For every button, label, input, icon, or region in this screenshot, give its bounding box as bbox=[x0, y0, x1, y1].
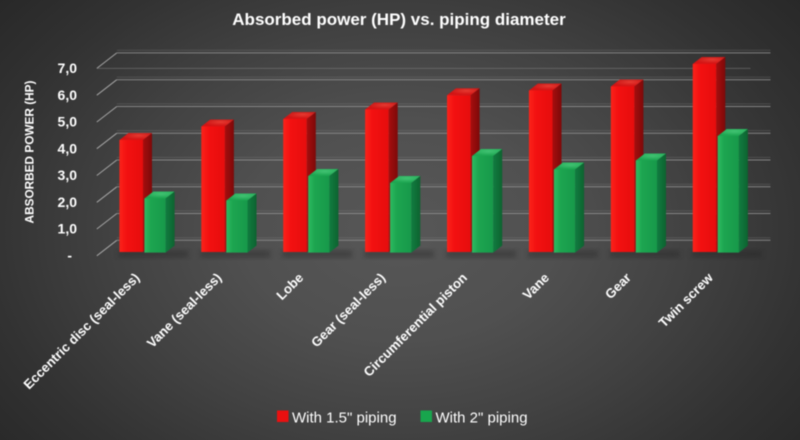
svg-text:Lobe: Lobe bbox=[273, 270, 306, 303]
svg-text:4,0: 4,0 bbox=[58, 140, 78, 156]
svg-text:Eccentric disc (seal-less): Eccentric disc (seal-less) bbox=[20, 270, 142, 392]
svg-text:ABSORBED POWER (HP): ABSORBED POWER (HP) bbox=[23, 80, 37, 223]
svg-text:Vane: Vane bbox=[520, 270, 552, 302]
svg-text:2,0: 2,0 bbox=[58, 194, 78, 210]
svg-text:With 2" piping: With 2" piping bbox=[436, 410, 528, 427]
svg-text:6,0: 6,0 bbox=[58, 87, 78, 103]
svg-text:Gear: Gear bbox=[602, 270, 634, 302]
svg-text:Twin screw: Twin screw bbox=[656, 269, 717, 330]
svg-text:1,0: 1,0 bbox=[58, 221, 78, 237]
svg-text:5,0: 5,0 bbox=[58, 114, 78, 130]
svg-text:With 1.5" piping: With 1.5" piping bbox=[292, 410, 397, 427]
svg-text:3,0: 3,0 bbox=[58, 167, 78, 183]
svg-text:Vane (seal-less): Vane (seal-less) bbox=[144, 270, 225, 351]
svg-text:Absorbed power (HP) vs. piping: Absorbed power (HP) vs. piping diameter bbox=[232, 10, 566, 29]
svg-text:-: - bbox=[67, 248, 72, 264]
svg-text:7,0: 7,0 bbox=[58, 60, 78, 76]
svg-text:Gear (seal-less): Gear (seal-less) bbox=[308, 270, 388, 350]
